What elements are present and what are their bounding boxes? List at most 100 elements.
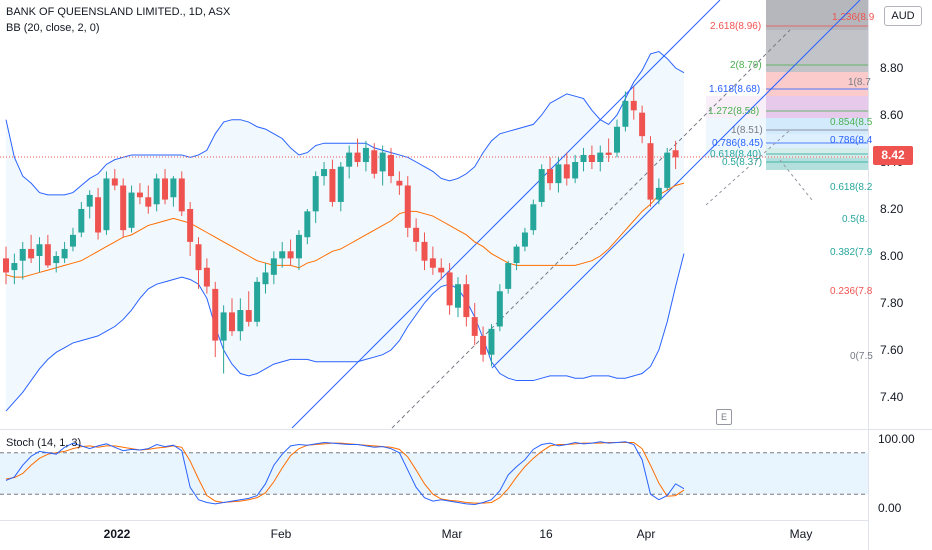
trend-dashed-line [705, 129, 791, 206]
bb-fill [6, 51, 684, 412]
candle-body [597, 152, 604, 162]
candle-body [95, 197, 102, 233]
candle-body [136, 192, 143, 198]
candle-body [220, 312, 227, 341]
candle-body [404, 185, 411, 228]
candle-body [170, 178, 177, 198]
trend-dashed-line [779, 159, 813, 201]
candle-body [203, 267, 210, 287]
candle-body [304, 211, 311, 238]
candle-body [655, 187, 662, 200]
candle-body [672, 150, 679, 158]
fib-level-label: 0(7.5 [850, 351, 873, 362]
fib-level-label: 1(8.51) [731, 125, 763, 136]
fib-level-label: 0.854(8.5 [830, 117, 873, 128]
candle-body [388, 154, 395, 177]
candle-body [471, 317, 478, 336]
candle-body [463, 284, 470, 318]
candle-body [329, 169, 336, 202]
candle-body [530, 204, 537, 231]
fib-level-label: 2.618(8.96) [710, 21, 761, 32]
candle-body [195, 244, 202, 271]
fib-level-label: 0.5(8.37) [722, 157, 762, 168]
candle-body [228, 312, 235, 332]
candle-body [622, 100, 629, 127]
price-tick-label: 8.60 [880, 108, 904, 122]
axes: 8.808.608.408.208.007.807.607.40100.000.… [104, 61, 915, 541]
candle-body [19, 248, 26, 261]
candle-body [153, 178, 160, 205]
candle-body [513, 246, 520, 264]
candle-body [614, 126, 621, 153]
channel-lower-line [491, 0, 861, 369]
candle-body [270, 258, 277, 275]
fib-level-label: 0.786(8.45) [712, 138, 763, 149]
candle-body [295, 234, 302, 259]
stochastic-pane [0, 441, 868, 506]
fib-level-label: 0.618(8.2 [830, 182, 873, 193]
time-tick-label: Mar [442, 527, 463, 541]
price-tick-label: 7.80 [880, 296, 904, 310]
candle-body [647, 143, 654, 200]
price-tick-label: 8.80 [880, 61, 904, 75]
time-tick-label: Feb [271, 527, 292, 541]
candle-body [547, 169, 554, 184]
candle-body [86, 194, 93, 207]
candle-body [11, 263, 18, 271]
candle-body [28, 248, 35, 259]
candle-body [178, 178, 185, 212]
symbol-title[interactable]: BANK OF QUEENSLAND LIMITED., 1D, ASX [6, 6, 231, 18]
stoch-d-line [5, 441, 685, 504]
stoch-tick-label: 100.00 [878, 432, 915, 446]
earnings-badge[interactable]: E [716, 409, 732, 425]
fib-level-label: 1.236(8.9 [832, 12, 875, 23]
candle-body [588, 154, 595, 162]
candle-body [438, 267, 445, 273]
candle-body [44, 244, 51, 266]
candle-body [254, 281, 261, 322]
candle-body [162, 178, 169, 200]
fib-level-label: 0.236(7.8 [830, 286, 873, 297]
price-tick-label: 7.60 [880, 343, 904, 357]
price-tick-label: 8.20 [880, 202, 904, 216]
candle-body [429, 258, 436, 268]
fib-level-label: 1.272(8.58) [708, 106, 759, 117]
candle-body [496, 291, 503, 327]
fibonacci-extension-drawing[interactable]: 1.236(8.9 2.618(8.96) 2(8.79) 1(8.7 1.618(8.… [706, 0, 875, 362]
time-tick-label: 16 [539, 527, 553, 541]
candle-body [488, 328, 495, 355]
candle-body [421, 241, 428, 261]
candle-body [605, 152, 612, 155]
candle-body [287, 251, 294, 259]
candle-body [78, 209, 85, 233]
currency-button[interactable]: AUD [884, 6, 922, 26]
candle-body [312, 176, 319, 212]
candle-body [563, 164, 570, 179]
fib-level-label: 2(8.79) [730, 60, 762, 71]
candle-body [128, 192, 135, 228]
fib-level-label: 0.786(8.4 [830, 135, 873, 146]
candle-body [111, 178, 118, 186]
candle-body [521, 232, 528, 247]
bb-basis-line [5, 182, 685, 278]
parallel-channel-drawing[interactable] [291, 0, 861, 429]
fib-level-label: 0.618(8.40) [710, 149, 761, 160]
fib-level-label: 0.382(7.9 [830, 247, 873, 258]
candle-body [413, 227, 420, 242]
candle-body [538, 169, 545, 202]
candle-body [3, 258, 9, 273]
candle-body [279, 251, 286, 259]
channel-median-line [391, 29, 791, 429]
candle-body [187, 209, 194, 242]
candlestick-series [0, 86, 868, 374]
stoch-indicator-legend[interactable]: Stoch (14, 1, 3) [6, 437, 82, 449]
bb-indicator-legend[interactable]: BB (20, close, 2, 0) [6, 22, 100, 34]
candle-body [245, 310, 252, 322]
candle-body [237, 310, 244, 332]
bb-upper-band [5, 50, 685, 196]
fib-zone [766, 96, 868, 118]
candle-body [212, 288, 219, 341]
fib-zone [766, 148, 868, 158]
channel-upper-line [291, 0, 721, 429]
